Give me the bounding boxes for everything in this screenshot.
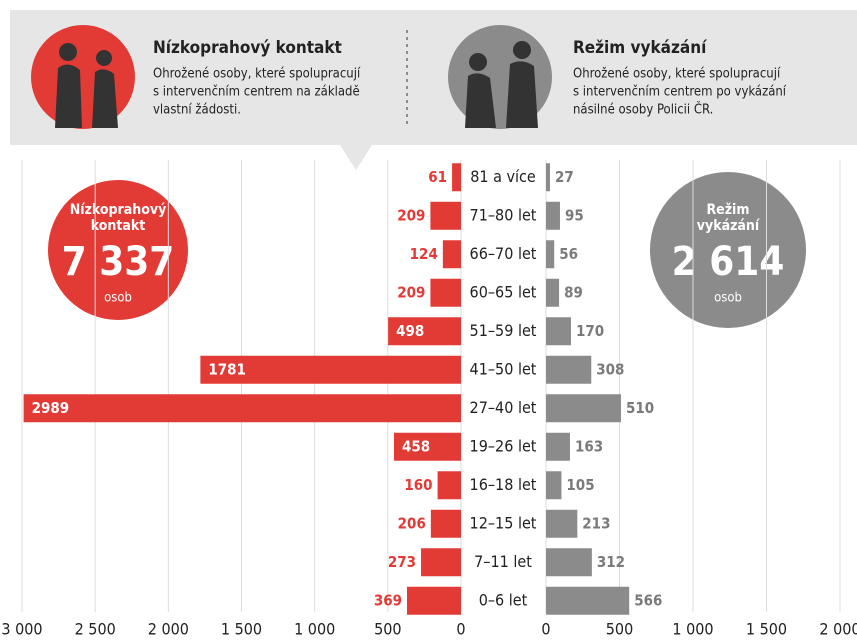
value-label: 105 xyxy=(566,476,594,494)
value-label: 498 xyxy=(396,322,424,340)
circle-label: vykázání xyxy=(697,218,760,234)
value-label: 1781 xyxy=(208,360,246,378)
x-tick-label: 2 000 xyxy=(819,620,857,639)
value-label: 61 xyxy=(428,168,447,186)
bar xyxy=(430,509,461,538)
value-label: 209 xyxy=(397,206,425,224)
panel-description: Ohrožené osoby, které spolupracují xyxy=(573,67,781,82)
bar xyxy=(546,278,560,307)
value-label: 163 xyxy=(575,437,603,455)
bar xyxy=(546,355,592,384)
x-tick-label: 1 500 xyxy=(221,620,262,639)
icon-left xyxy=(31,25,135,129)
x-tick-label: 1 000 xyxy=(294,620,335,639)
circle-unit: osob xyxy=(104,291,132,306)
value-label: 170 xyxy=(576,322,604,340)
category-label: 7–11 let xyxy=(474,552,532,571)
category-label: 60–65 let xyxy=(470,282,537,301)
circle-total: 2 614 xyxy=(672,239,785,285)
category-label: 41–50 let xyxy=(470,359,537,378)
bar xyxy=(430,278,461,307)
category-label: 0–6 let xyxy=(479,590,528,609)
value-label: 2989 xyxy=(32,399,70,417)
value-label: 213 xyxy=(582,514,610,532)
bar xyxy=(546,471,562,500)
x-tick-label: 500 xyxy=(606,620,633,639)
panel-description: vlastní žádosti. xyxy=(153,103,241,118)
circle-label: Nízkoprahový xyxy=(70,202,167,218)
bar xyxy=(546,317,571,346)
value-label: 160 xyxy=(404,476,432,494)
category-label: 51–59 let xyxy=(470,321,537,340)
x-tick-label: 2 000 xyxy=(148,620,189,639)
value-label: 308 xyxy=(596,360,624,378)
bar xyxy=(23,394,461,423)
panel-description: s intervenčním centrem na základě xyxy=(153,85,360,100)
circle-total: 7 337 xyxy=(62,239,175,285)
value-label: 27 xyxy=(555,168,574,186)
circle-label: kontakt xyxy=(91,218,146,234)
header-box xyxy=(10,10,857,170)
x-tick-label: 0 xyxy=(541,620,550,639)
bar xyxy=(442,240,461,269)
panel-description: násilné osoby Policii ČR. xyxy=(573,102,713,118)
value-label: 369 xyxy=(374,591,402,609)
bar xyxy=(546,163,550,192)
bar xyxy=(546,240,555,269)
value-label: 206 xyxy=(398,514,426,532)
bar xyxy=(388,317,461,346)
icon-right xyxy=(448,25,552,129)
bar xyxy=(546,201,560,230)
category-label: 16–18 let xyxy=(470,475,537,494)
panel-description: s intervenčním centrem po vykázání xyxy=(573,85,787,100)
bar xyxy=(546,548,592,577)
bar xyxy=(546,586,630,615)
panel-title: Nízkoprahový kontakt xyxy=(153,38,342,58)
category-label: 81 a více xyxy=(470,167,536,186)
panel-title: Režim vykázání xyxy=(573,38,707,58)
value-label: 510 xyxy=(626,399,654,417)
category-label: 12–15 let xyxy=(470,513,537,532)
circle-label: Režim xyxy=(706,202,749,218)
value-label: 124 xyxy=(410,245,438,263)
x-tick-label: 3 000 xyxy=(1,620,42,639)
bar xyxy=(430,201,461,230)
value-label: 312 xyxy=(597,553,625,571)
bar xyxy=(393,432,461,461)
bar xyxy=(546,394,621,423)
bar xyxy=(546,432,570,461)
circle-unit: osob xyxy=(714,291,742,306)
bar xyxy=(437,471,461,500)
x-tick-label: 0 xyxy=(456,620,465,639)
category-label: 27–40 let xyxy=(470,398,537,417)
category-label: 19–26 let xyxy=(470,436,537,455)
value-label: 458 xyxy=(402,437,430,455)
value-label: 273 xyxy=(388,553,416,571)
total-circle xyxy=(48,180,188,320)
x-tick-label: 1 500 xyxy=(746,620,787,639)
bar xyxy=(546,509,578,538)
bar xyxy=(407,586,461,615)
value-label: 89 xyxy=(564,283,583,301)
bar xyxy=(421,548,461,577)
value-label: 95 xyxy=(565,206,584,224)
value-label: 209 xyxy=(397,283,425,301)
x-tick-label: 2 500 xyxy=(75,620,116,639)
value-label: 56 xyxy=(559,245,578,263)
value-label: 566 xyxy=(634,591,662,609)
bar xyxy=(200,355,461,384)
panel-description: Ohrožené osoby, které spolupracují xyxy=(153,67,361,82)
bar xyxy=(452,163,461,192)
x-tick-label: 500 xyxy=(374,620,401,639)
x-tick-label: 1 000 xyxy=(672,620,713,639)
category-label: 71–80 let xyxy=(470,205,537,224)
category-label: 66–70 let xyxy=(470,244,537,263)
